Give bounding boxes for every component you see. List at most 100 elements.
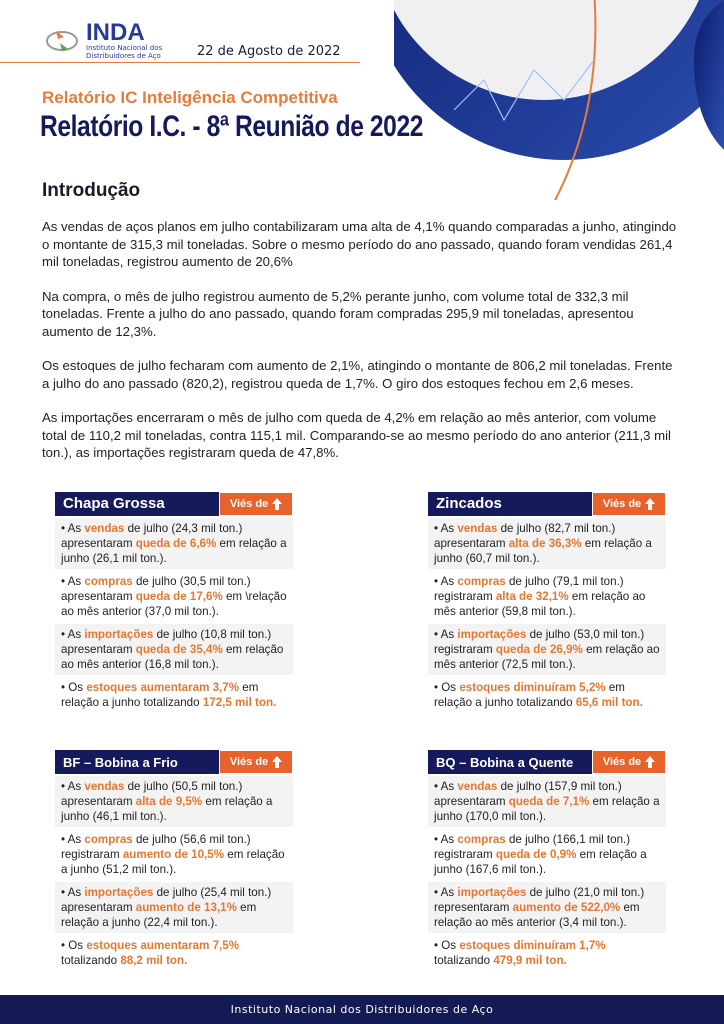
inda-logo: INDA Instituto Nacional dos Distribuidor… xyxy=(44,19,166,60)
report-subtitle: Relatório IC Inteligência Competitiva xyxy=(42,88,338,107)
bias-badge: Viés de xyxy=(592,492,666,516)
card-bullet: • As compras de julho (166,1 mil ton.) r… xyxy=(428,829,666,880)
bullet-text: de julho (56,6 mil ton.) registraram xyxy=(61,833,251,861)
highlight-text: vendas xyxy=(457,780,498,793)
highlight-text: queda de 26,9% xyxy=(495,643,583,656)
bullet-text: • As xyxy=(434,886,458,899)
bullet-text: de julho (30,5 mil ton.) apresentaram xyxy=(61,575,251,603)
bullet-text: • As xyxy=(434,575,458,588)
logo-mark-icon xyxy=(46,31,78,51)
bias-label: Viés de xyxy=(229,756,269,768)
bullet-text: de julho (10,8 mil ton.) apresentaram xyxy=(61,628,272,656)
footer: Instituto Nacional dos Distribuidores de… xyxy=(0,995,724,1024)
card-title: Zincados xyxy=(428,492,592,516)
card-bullet: • As vendas de julho (50,5 mil ton.) apr… xyxy=(55,776,293,827)
bullet-text: • As xyxy=(434,522,458,535)
report-date: 22 de Agosto de 2022 xyxy=(197,44,341,59)
segment-card: Zincados Viés de • As vendas de julho (82,… xyxy=(428,492,666,713)
bullet-text: em relação a junho (22,4 mil ton.). xyxy=(61,901,257,929)
highlight-text: 88,2 mil ton. xyxy=(120,954,188,967)
card-header: BF – Bobina a Frio Viés de xyxy=(55,750,293,774)
card-header: Chapa Grossa Viés de xyxy=(55,492,293,516)
bullet-text: em \relação ao mês anterior (37,0 mil to… xyxy=(61,590,287,618)
bullet-text: • Os xyxy=(434,939,460,952)
intro-body: As vendas de aços planos em julho contab… xyxy=(42,218,682,479)
bullet-text: em relação ao mês anterior (3,4 mil ton.… xyxy=(434,901,640,929)
bias-label: Viés de xyxy=(602,756,642,768)
card-bullet: • Os estoques aumentaram 7,5% totalizand… xyxy=(55,935,293,971)
card-bullet: • Os estoques diminuíram 5,2% em relação… xyxy=(428,677,666,713)
bullet-text: • As xyxy=(434,780,458,793)
intro-paragraph: As importações encerraram o mês de julho… xyxy=(42,410,671,460)
card-bullet: • As vendas de julho (157,9 mil ton.) ap… xyxy=(428,776,666,827)
highlight-text: queda de 17,6% xyxy=(135,590,223,603)
bullet-text: em relação a junho totalizando xyxy=(61,681,259,709)
bullet-text: em relação a junho (167,6 mil ton.). xyxy=(434,848,647,876)
highlight-text: estoques diminuíram 5,2% xyxy=(459,681,606,694)
highlight-text: importações xyxy=(457,628,527,641)
highlight-text: queda de 35,4% xyxy=(135,643,223,656)
card-title: Chapa Grossa xyxy=(55,492,219,516)
bullet-text: em relação ao mês anterior (72,5 mil ton… xyxy=(434,643,660,671)
highlight-text: compras xyxy=(457,575,506,588)
highlight-text: queda de 7,1% xyxy=(508,795,590,808)
card-bullet: • As importações de julho (25,4 mil ton.… xyxy=(55,882,293,933)
highlight-text: importações xyxy=(84,886,154,899)
card-bullet: • As vendas de julho (24,3 mil ton.) apr… xyxy=(55,518,293,569)
bullet-text: em relação a junho (170,0 mil ton.). xyxy=(434,795,660,823)
highlight-text: alta de 9,5% xyxy=(135,795,203,808)
segment-card: BQ – Bobina a Quente Viés de • As vendas d… xyxy=(428,750,666,971)
bullet-text: de julho (82,7 mil ton.) apresentaram xyxy=(434,522,616,550)
highlight-text: estoques aumentaram 3,7% xyxy=(86,681,240,694)
highlight-text: compras xyxy=(457,833,506,846)
highlight-text: importações xyxy=(84,628,154,641)
bias-badge: Viés de xyxy=(219,492,293,516)
card-bullet: • As compras de julho (30,5 mil ton.) ap… xyxy=(55,571,293,622)
segment-card: BF – Bobina a Frio Viés de • As vendas de … xyxy=(55,750,293,971)
bullet-text: em relação ao mês anterior (59,8 mil ton… xyxy=(434,590,646,618)
bullet-text: em relação a junho (60,7 mil ton.). xyxy=(434,537,652,565)
highlight-text: aumento de 13,1% xyxy=(135,901,237,914)
bias-badge: Viés de xyxy=(219,750,293,774)
bullet-text: • Os xyxy=(61,939,87,952)
highlight-text: estoques diminuíram 1,7% xyxy=(459,939,606,952)
bullet-text: de julho (21,0 mil ton.) representaram xyxy=(434,886,645,914)
highlight-text: alta de 36,3% xyxy=(508,537,582,550)
highlight-text: 65,6 mil ton. xyxy=(575,696,643,709)
intro-paragraph: As vendas de aços planos em julho contab… xyxy=(42,219,677,269)
highlight-text: compras xyxy=(84,833,133,846)
highlight-text: vendas xyxy=(84,780,125,793)
header-banner-graphic xyxy=(394,0,724,200)
intro-paragraph: Na compra, o mês de julho registrou aume… xyxy=(42,288,634,339)
logo-name: INDA xyxy=(86,19,145,46)
card-bullet: • Os estoques diminuíram 1,7% totalizand… xyxy=(428,935,666,971)
bullet-text: • As xyxy=(434,833,458,846)
bullet-text: de julho (79,1 mil ton.) registraram xyxy=(434,575,624,603)
bullet-text: de julho (24,3 mil ton.) apresentaram xyxy=(61,522,243,550)
highlight-text: vendas xyxy=(457,522,498,535)
card-title: BF – Bobina a Frio xyxy=(55,750,219,774)
bullet-text: totalizando xyxy=(434,954,494,967)
arrow-up-icon xyxy=(645,498,656,510)
bullet-text: • As xyxy=(61,628,85,641)
card-bullet: • As importações de julho (21,0 mil ton.… xyxy=(428,882,666,933)
header-divider xyxy=(0,62,360,63)
card-bullet: • As importações de julho (53,0 mil ton.… xyxy=(428,624,666,675)
highlight-text: aumento de 522,0% xyxy=(512,901,621,914)
arrow-up-icon xyxy=(645,756,656,768)
card-header: Zincados Viés de xyxy=(428,492,666,516)
card-title: BQ – Bobina a Quente xyxy=(428,750,592,774)
highlight-text: alta de 32,1% xyxy=(495,590,569,603)
bullet-text: de julho (157,9 mil ton.) apresentaram xyxy=(434,780,622,808)
bullet-text: • As xyxy=(61,522,85,535)
intro-paragraph: Os estoques de julho fecharam com aument… xyxy=(42,358,673,391)
bullet-text: em relação a junho (26,1 mil ton.). xyxy=(61,537,287,565)
bullet-text: de julho (166,1 mil ton.) registraram xyxy=(434,833,631,861)
card-bullet: • As compras de julho (56,6 mil ton.) re… xyxy=(55,829,293,880)
card-bullet: • As vendas de julho (82,7 mil ton.) apr… xyxy=(428,518,666,569)
bullet-text: • As xyxy=(61,780,85,793)
highlight-text: compras xyxy=(84,575,133,588)
bias-label: Viés de xyxy=(602,498,642,510)
bias-label: Viés de xyxy=(229,498,269,510)
card-bullet: • As importações de julho (10,8 mil ton.… xyxy=(55,624,293,675)
